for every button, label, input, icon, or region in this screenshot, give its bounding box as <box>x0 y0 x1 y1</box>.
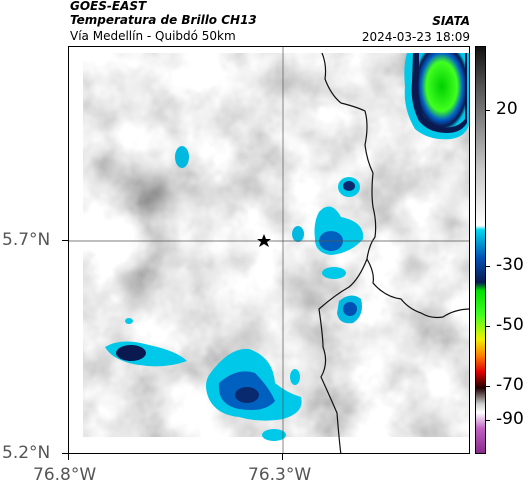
y-tick-label-5-7n: 5.7°N <box>2 230 51 250</box>
colorbar-scale <box>476 47 485 453</box>
colorbar-label: -90 <box>496 409 524 429</box>
cloud-patch <box>125 318 133 324</box>
cloud-patch <box>322 267 346 279</box>
colorbar-label: -70 <box>496 375 524 395</box>
colorbar-tick <box>486 110 490 111</box>
x-axis-tick <box>68 454 69 460</box>
y-tick-label-5-2n: 5.2°N <box>2 443 51 463</box>
colorbar-label: -30 <box>496 255 524 275</box>
brand-label: SIATA <box>432 14 470 28</box>
colorbar-label: 20 <box>496 99 518 119</box>
border-line <box>318 52 377 453</box>
cloud-patch <box>343 181 355 191</box>
colorbar-tick <box>486 386 490 387</box>
x-tick-label-76-3w: 76.3°W <box>248 465 312 485</box>
colorbar <box>475 46 486 454</box>
cloud-patch <box>235 387 259 403</box>
x-axis-tick <box>282 454 283 460</box>
y-axis-tick <box>62 453 68 454</box>
border-line <box>366 258 469 319</box>
datetime-label: 2024-03-23 18:09 <box>361 30 470 44</box>
cold-cloud-green <box>418 53 465 128</box>
map-panel <box>68 46 470 454</box>
star-marker-icon <box>257 234 271 247</box>
cloud-field <box>83 53 469 437</box>
colorbar-tick <box>486 326 490 327</box>
y-axis-tick <box>62 240 68 241</box>
product-title: Temperatura de Brillo CH13 <box>70 13 257 27</box>
x-tick-label-76-8w: 76.8°W <box>33 465 97 485</box>
satellite-title: GOES-EAST <box>70 0 147 13</box>
cloud-patch <box>343 302 357 316</box>
colorbar-tick <box>486 266 490 267</box>
cloud-patch <box>290 369 300 385</box>
colorbar-tick <box>486 420 490 421</box>
colorbar-label: -50 <box>496 315 524 335</box>
cloud-patch <box>116 345 146 361</box>
cloud-patch <box>262 429 286 441</box>
cloud-patch <box>175 146 189 168</box>
cloud-patch <box>292 226 304 242</box>
brightness-temperature-map <box>69 47 469 453</box>
region-subtitle: Vía Medellín - Quibdó 50km <box>70 29 236 43</box>
